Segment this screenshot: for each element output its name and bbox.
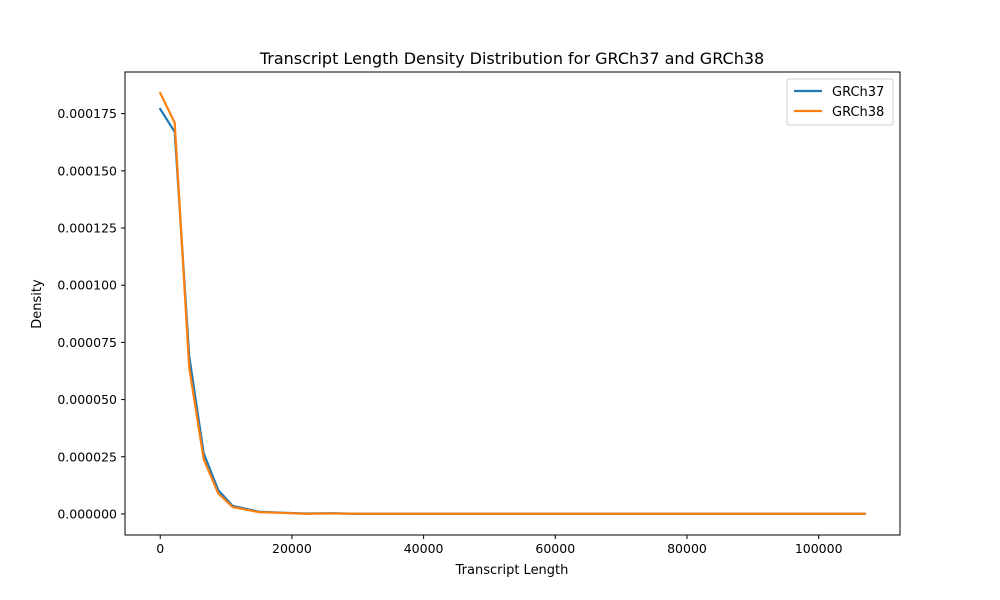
chart-title: Transcript Length Density Distribution f…	[259, 49, 764, 68]
x-tick-label: 20000	[272, 541, 312, 556]
y-tick-label: 0.000175	[57, 106, 117, 121]
x-tick-label: 0	[156, 541, 164, 556]
x-tick-label: 80000	[667, 541, 707, 556]
y-tick-label: 0.000125	[57, 221, 117, 236]
x-tick-label: 40000	[404, 541, 444, 556]
y-tick-label: 0.000050	[57, 392, 117, 407]
series-lines	[158, 91, 866, 515]
plot-area-background	[125, 72, 900, 535]
y-axis-ticks: 0.000000 0.000025 0.000050 0.000075 0.000100…	[57, 106, 125, 521]
x-tick-label: 60000	[535, 541, 575, 556]
y-tick-label: 0.000100	[57, 278, 117, 293]
y-tick-label: 0.000000	[57, 506, 117, 521]
y-tick-label: 0.000025	[57, 449, 117, 464]
legend: GRCh37 GRCh38	[786, 78, 894, 126]
y-tick-label: 0.000075	[57, 335, 117, 350]
legend-label-grch37: GRCh37	[832, 85, 884, 100]
y-axis-label: Density	[30, 279, 45, 329]
series-line-grch38	[158, 91, 866, 515]
x-axis-label: Transcript Length	[455, 563, 569, 578]
legend-label-grch38: GRCh38	[832, 105, 884, 120]
plot-area-frame	[124, 71, 901, 536]
y-tick-label: 0.000150	[57, 163, 117, 178]
x-axis-ticks: 0 20000 40000 60000 80000 100000	[156, 535, 843, 556]
x-tick-label: 100000	[795, 541, 843, 556]
